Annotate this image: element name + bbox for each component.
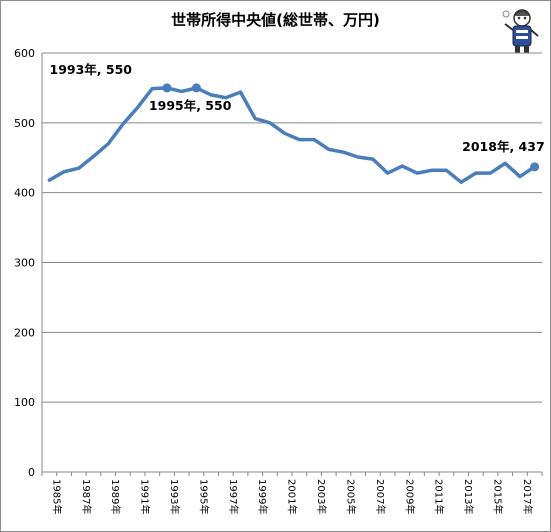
x-tick-label: 2009年	[403, 479, 416, 514]
x-tick-label: 2015年	[492, 479, 505, 514]
x-tick-label: 1987年	[80, 479, 93, 514]
mascot-icon	[502, 9, 539, 53]
y-tick-label: 400	[14, 187, 35, 200]
x-tick-label: 1993年	[168, 479, 181, 514]
data-point-1995	[191, 83, 201, 93]
x-tick-label: 2005年	[344, 479, 357, 514]
y-tick-label: 300	[14, 257, 35, 270]
x-tick-label: 2007年	[374, 479, 387, 514]
x-tick-label: 2017年	[521, 479, 534, 514]
data-point-1993	[162, 83, 172, 93]
data-label-2018: 2018年, 437	[462, 139, 544, 154]
data-point-2018	[530, 162, 540, 172]
chart-title: 世帯所得中央値(総世帯、万円)	[171, 11, 380, 29]
y-tick-label: 200	[14, 326, 35, 339]
x-tick-label: 1999年	[256, 479, 269, 514]
y-tick-label: 600	[14, 47, 35, 60]
series-line	[47, 86, 537, 184]
x-tick-label: 2003年	[315, 479, 328, 514]
x-tick-label: 1989年	[109, 479, 122, 514]
data-label-1993: 1993年, 550	[50, 62, 133, 77]
data-label-1995: 1995年, 550	[149, 98, 232, 113]
x-tick-label: 2001年	[286, 479, 299, 514]
x-tick-label: 1985年	[50, 479, 63, 514]
x-tick-label: 2013年	[462, 479, 475, 514]
x-tick-label: 2011年	[433, 479, 446, 514]
x-tick-label: 1995年	[197, 479, 210, 514]
y-tick-label: 500	[14, 117, 35, 130]
x-tick-label: 1991年	[139, 479, 152, 514]
x-tick-label: 1997年	[227, 479, 240, 514]
y-tick-label: 0	[28, 466, 35, 479]
y-tick-label: 100	[14, 396, 35, 409]
